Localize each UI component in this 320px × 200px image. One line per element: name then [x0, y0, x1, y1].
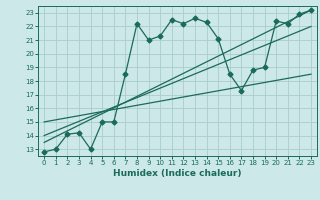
X-axis label: Humidex (Indice chaleur): Humidex (Indice chaleur): [113, 169, 242, 178]
